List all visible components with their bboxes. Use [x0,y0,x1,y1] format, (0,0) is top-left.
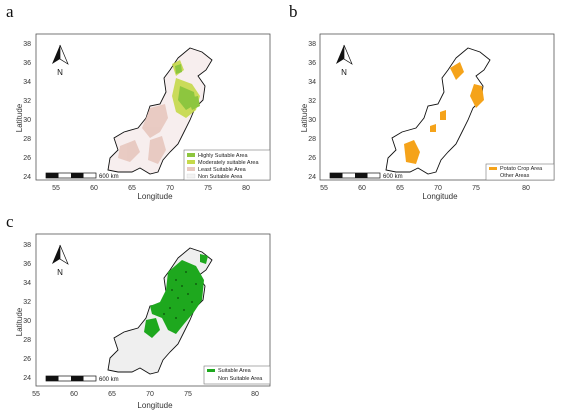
y-tick: 34 [23,79,31,86]
y-tick: 28 [23,337,31,344]
north-arrow-icon: N [52,244,69,277]
panel-a-letter: a [6,2,14,21]
scale-bar: 600 km [45,375,119,383]
x-tick: 75 [472,185,480,192]
map-panel-a: 24 26 28 30 32 34 36 38 Latitude 55 60 6… [15,33,271,201]
y-tick: 24 [23,174,31,181]
y-ticks: 24 26 28 30 32 34 36 38 [308,41,316,181]
y-tick: 28 [308,136,316,143]
legend-entry: Moderately suitable Area [198,160,259,166]
svg-text:600 km: 600 km [99,377,119,383]
highly-suitable-patches [175,64,200,110]
pakistan-outline [385,47,491,175]
y-axis-label: Latitude [15,103,24,132]
y-tick: 30 [308,117,316,124]
legend-entry: Potato Crop Area [500,166,543,172]
y-tick: 38 [23,242,31,249]
y-tick: 38 [308,41,316,48]
x-tick: 65 [108,391,116,398]
x-axis-label: Longitude [137,192,173,201]
legend-panel-c: Suitable Area Non Suitable Area [203,365,271,385]
x-tick: 55 [32,391,40,398]
y-tick: 36 [23,60,31,67]
y-tick: 38 [23,41,31,48]
scale-bar: 600 km [329,172,403,180]
y-tick: 26 [308,155,316,162]
legend-entry: Non Suitable Area [198,174,243,180]
legend-entry: Least Suitable Area [198,167,247,173]
plot-frame [35,33,271,181]
x-tick: 80 [242,185,250,192]
y-tick: 36 [23,261,31,268]
y-tick: 30 [23,117,31,124]
x-tick: 55 [52,185,60,192]
x-ticks: 55 60 65 70 75 80 [32,391,259,398]
panel-c-letter: c [6,212,14,231]
y-tick: 32 [23,98,31,105]
y-tick: 28 [23,136,31,143]
svg-text:600 km: 600 km [99,174,119,180]
x-tick: 70 [146,391,154,398]
x-tick: 60 [358,185,366,192]
x-ticks: 55 60 65 70 75 80 [52,185,250,192]
plot-frame [35,233,271,387]
north-arrow-icon: N [336,44,353,77]
potato-crop-patches [404,62,484,164]
svg-text:N: N [341,68,347,77]
x-tick: 70 [166,185,174,192]
y-axis-label: Latitude [15,307,24,336]
y-tick: 32 [308,98,316,105]
legend-panel-b: Potato Crop Area Other Areas [485,163,555,181]
y-tick: 24 [23,375,31,382]
north-arrow-icon: N [52,44,69,77]
y-ticks: 24 26 28 30 32 34 36 38 [23,242,31,382]
svg-text:N: N [57,68,63,77]
x-tick: 70 [434,185,442,192]
map-panel-b: 24 26 28 30 32 34 36 38 Latitude 55 60 6… [300,33,555,201]
y-axis-label: Latitude [300,103,309,132]
legend-entry: Other Areas [500,173,530,179]
y-tick: 32 [23,299,31,306]
plot-frame [319,33,555,181]
suitable-area-patches [144,254,208,338]
legend-panel-a: Highly Suitable Area Moderately suitable… [183,149,271,181]
x-axis-label: Longitude [137,401,173,410]
y-tick: 26 [23,356,31,363]
y-tick: 34 [23,280,31,287]
scale-bar: 600 km [45,172,119,180]
x-tick: 80 [522,185,530,192]
y-ticks: 24 26 28 30 32 34 36 38 [23,41,31,181]
map-panel-c: 24 26 28 30 32 34 36 38 Latitude 55 60 6… [15,233,271,410]
legend-entry: Suitable Area [218,368,252,374]
y-tick: 36 [308,60,316,67]
x-tick: 65 [128,185,136,192]
least-suitable-patches [118,104,168,164]
x-ticks: 55 60 65 70 75 80 [320,185,530,192]
x-tick: 80 [251,391,259,398]
panel-b-letter: b [289,2,298,21]
y-tick: 24 [308,174,316,181]
y-tick: 34 [308,79,316,86]
x-tick: 60 [70,391,78,398]
x-tick: 60 [90,185,98,192]
x-tick: 65 [396,185,404,192]
legend-entry: Non Suitable Area [218,376,263,382]
y-tick: 30 [23,318,31,325]
x-tick: 75 [184,391,192,398]
crop-point-markers [163,271,197,319]
svg-text:600 km: 600 km [383,174,403,180]
x-axis-label: Longitude [422,192,458,201]
x-tick: 75 [204,185,212,192]
svg-text:N: N [57,268,63,277]
y-tick: 26 [23,155,31,162]
legend-entry: Highly Suitable Area [198,153,248,159]
x-tick: 55 [320,185,328,192]
